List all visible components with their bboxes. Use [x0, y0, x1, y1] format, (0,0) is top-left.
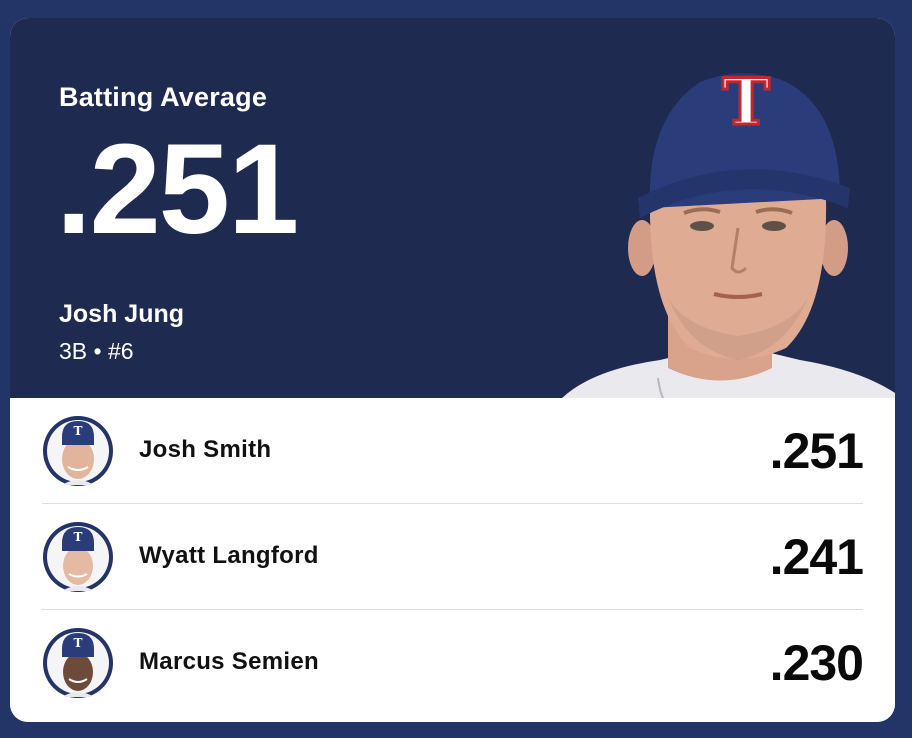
- player-stat-value: .230: [769, 635, 864, 691]
- leader-name[interactable]: Josh Jung: [59, 300, 185, 328]
- leader-position-number: 3B • #6: [59, 338, 134, 364]
- svg-text:T: T: [74, 424, 83, 438]
- player-stat-value: .251: [769, 423, 864, 479]
- row-divider: [42, 609, 863, 610]
- row-divider: [42, 503, 863, 504]
- leaderboard-row[interactable]: T Marcus Semien .230: [42, 610, 864, 716]
- stat-label: Batting Average: [59, 82, 268, 112]
- player-stat-value: .241: [769, 529, 864, 585]
- player-name[interactable]: Marcus Semien: [139, 648, 319, 675]
- leaderboard-list: T Josh Smith .251 T Wyatt Langford .241 …: [10, 398, 895, 722]
- player-name[interactable]: Josh Smith: [139, 436, 272, 463]
- svg-text:T: T: [74, 530, 83, 544]
- player-avatar-icon: T: [42, 415, 114, 487]
- leaderboard-row[interactable]: T Josh Smith .251: [42, 398, 864, 504]
- leader-headshot-icon[interactable]: T: [550, 48, 895, 398]
- player-avatar-icon: T: [42, 521, 114, 593]
- svg-text:T: T: [74, 636, 83, 650]
- leader-hero[interactable]: Batting Average .251 Josh Jung 3B • #6: [10, 18, 895, 398]
- stat-value: .251: [56, 118, 299, 261]
- leaderboard-row[interactable]: T Wyatt Langford .241: [42, 504, 864, 610]
- stat-leader-card: Batting Average .251 Josh Jung 3B • #6: [10, 18, 895, 722]
- player-avatar-icon: T: [42, 627, 114, 699]
- cap-logo: T: [722, 65, 770, 140]
- player-name[interactable]: Wyatt Langford: [139, 542, 319, 569]
